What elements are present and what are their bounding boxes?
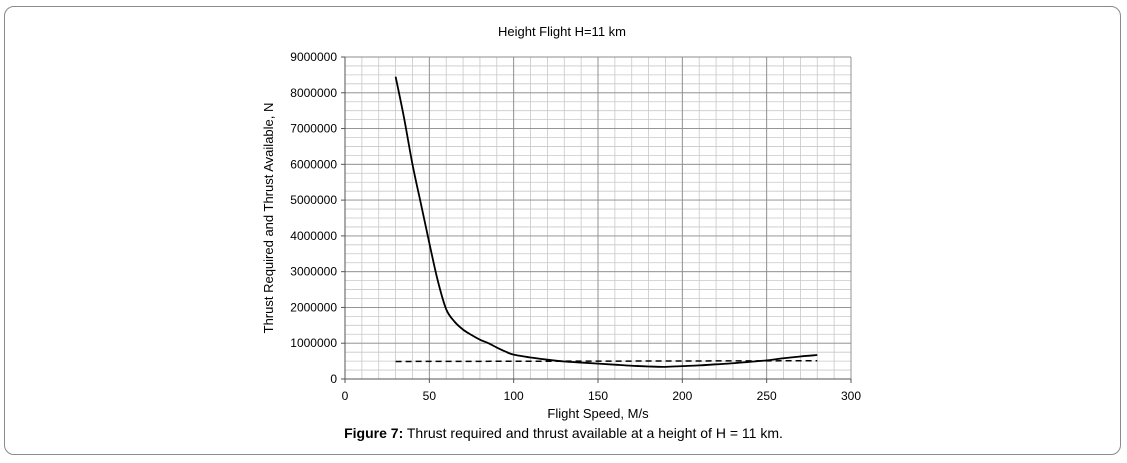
- x-tick-label: 0: [342, 389, 349, 403]
- y-tick-label: 2000000: [290, 300, 337, 314]
- y-tick-label: 7000000: [290, 122, 337, 136]
- y-tick-label: 3000000: [290, 265, 337, 279]
- x-tick-label: 50: [423, 389, 437, 403]
- tick-labels: 0 1000000 2000000 3000000 4000000 5000000 6000…: [290, 50, 861, 403]
- x-tick-label: 250: [757, 389, 777, 403]
- x-tick-label: 300: [841, 389, 861, 403]
- y-tick-label: 5000000: [290, 193, 337, 207]
- y-axis-label: Thrust Required and Thrust Available, N: [261, 103, 276, 334]
- x-tick-label: 150: [588, 389, 608, 403]
- y-tick-label: 8000000: [290, 86, 337, 100]
- figure-caption: Figure 7: Thrust required and thrust ava…: [0, 425, 1127, 441]
- thrust-available-line: [395, 360, 818, 363]
- y-tick-label: 4000000: [290, 229, 337, 243]
- caption-label: Figure 7:: [344, 425, 404, 441]
- x-tick-label: 200: [672, 389, 692, 403]
- y-tick-label: 1000000: [290, 336, 337, 350]
- x-tick-label: 100: [504, 389, 524, 403]
- y-tick-label: 6000000: [290, 157, 337, 171]
- thrust-required-line: [394, 76, 818, 368]
- y-tick-label: 9000000: [290, 50, 337, 64]
- series-group: [394, 76, 818, 368]
- figure-frame: [4, 6, 1121, 455]
- axes: [341, 56, 852, 383]
- x-axis-label: Flight Speed, M/s: [547, 406, 649, 421]
- chart-title: Height Flight H=11 km: [498, 24, 626, 39]
- caption-text: Thrust required and thrust available at …: [403, 425, 783, 441]
- grid: [344, 56, 852, 380]
- y-tick-label: 0: [330, 372, 337, 386]
